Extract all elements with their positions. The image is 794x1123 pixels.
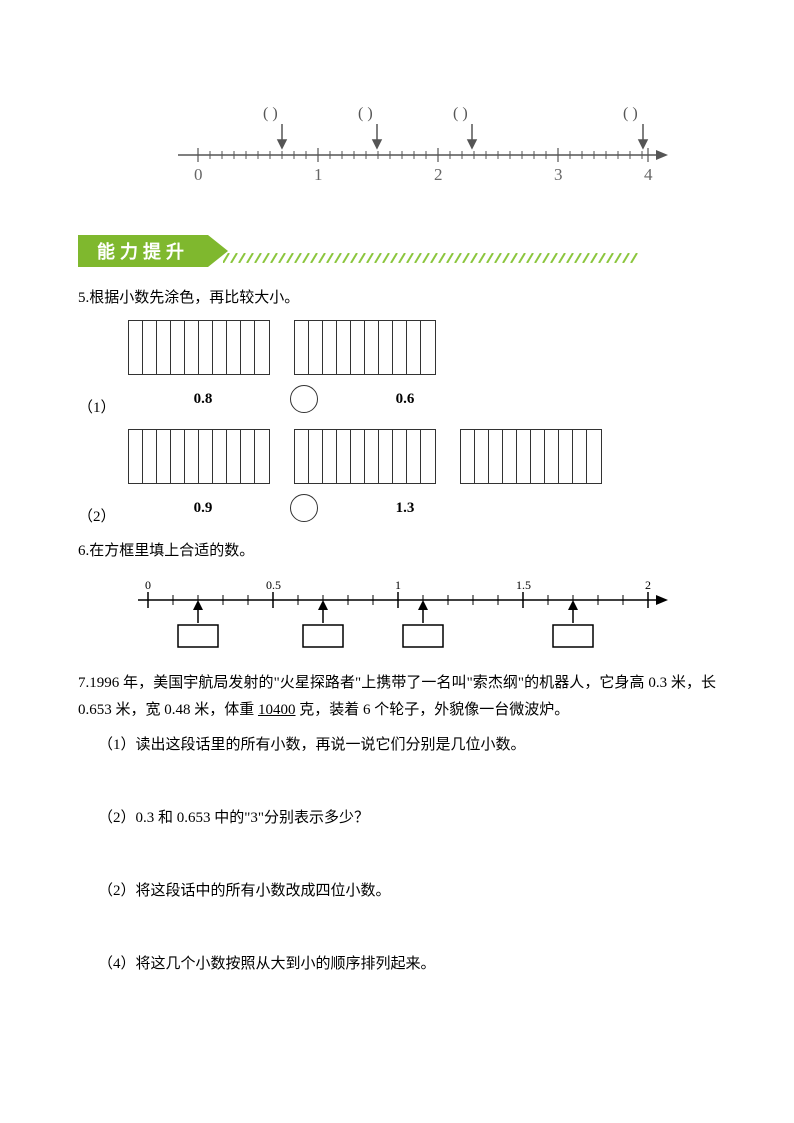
svg-text:2: 2 — [645, 578, 651, 592]
q7-text: 7.1996 年，美国宇航局发射的"火星探路者"上携带了一名叫"索杰纲"的机器人… — [78, 670, 716, 724]
bracket-label: ( ) — [453, 105, 468, 122]
q5-row2-boxes — [128, 429, 716, 488]
bracket-label: ( ) — [263, 105, 278, 122]
q5-compare-1: 0.8 0.6 — [128, 385, 480, 413]
svg-text:3: 3 — [554, 165, 563, 184]
numberline-top: ( ) ( ) ( ) ( ) 0 1 2 3 4 — [158, 100, 716, 195]
compare-right: 0.6 — [330, 391, 480, 408]
svg-text:1: 1 — [395, 578, 401, 592]
bracket-label: ( ) — [358, 105, 373, 122]
banner-stripes — [223, 253, 643, 263]
compare-circle[interactable] — [290, 385, 318, 413]
q7-underlined: 10400 — [258, 702, 296, 718]
compare-left: 0.9 — [128, 500, 278, 517]
bracket-label: ( ) — [623, 105, 638, 122]
q5-sub1: （1） — [78, 396, 128, 421]
q7-p2: 克，装着 6 个轮子，外貌像一台微波炉。 — [296, 702, 570, 718]
q7-sub1: （1）读出这段话里的所有小数，再说一说它们分别是几位小数。 — [98, 732, 716, 759]
grid-ten — [294, 429, 436, 484]
q7-sub4: （4）将这几个小数按照从大到小的顺序排列起来。 — [98, 951, 716, 978]
svg-text:2: 2 — [434, 165, 443, 184]
svg-text:0: 0 — [145, 578, 151, 592]
grid-ten — [128, 429, 270, 484]
compare-right: 1.3 — [330, 500, 480, 517]
svg-text:4: 4 — [644, 165, 653, 184]
svg-text:0: 0 — [194, 165, 203, 184]
q6-text: 6.在方框里填上合适的数。 — [78, 538, 716, 565]
compare-left: 0.8 — [128, 391, 278, 408]
q5-row1-boxes — [128, 320, 716, 379]
banner-title: 能力提升 — [78, 235, 208, 267]
q7-sub3: （2）将这段话中的所有小数改成四位小数。 — [98, 878, 716, 905]
grid-ten — [128, 320, 270, 375]
numberline-svg: ( ) ( ) ( ) ( ) 0 1 2 3 4 — [158, 100, 678, 190]
svg-text:1.5: 1.5 — [516, 578, 531, 592]
q6-numberline: 0 0.5 1 1.5 2 — [118, 575, 716, 660]
svg-text:0.5: 0.5 — [266, 578, 281, 592]
svg-text:1: 1 — [314, 165, 323, 184]
q7-sub2: （2）0.3 和 0.653 中的"3"分别表示多少？ — [98, 805, 716, 832]
q5-text: 5.根据小数先涂色，再比较大小。 — [78, 285, 716, 312]
compare-circle[interactable] — [290, 494, 318, 522]
grid-ten — [460, 429, 602, 484]
grid-ten — [294, 320, 436, 375]
q5-compare-2: 0.9 1.3 — [128, 494, 480, 522]
section-banner: 能力提升 — [78, 235, 716, 267]
q5-sub2: （2） — [78, 505, 128, 530]
